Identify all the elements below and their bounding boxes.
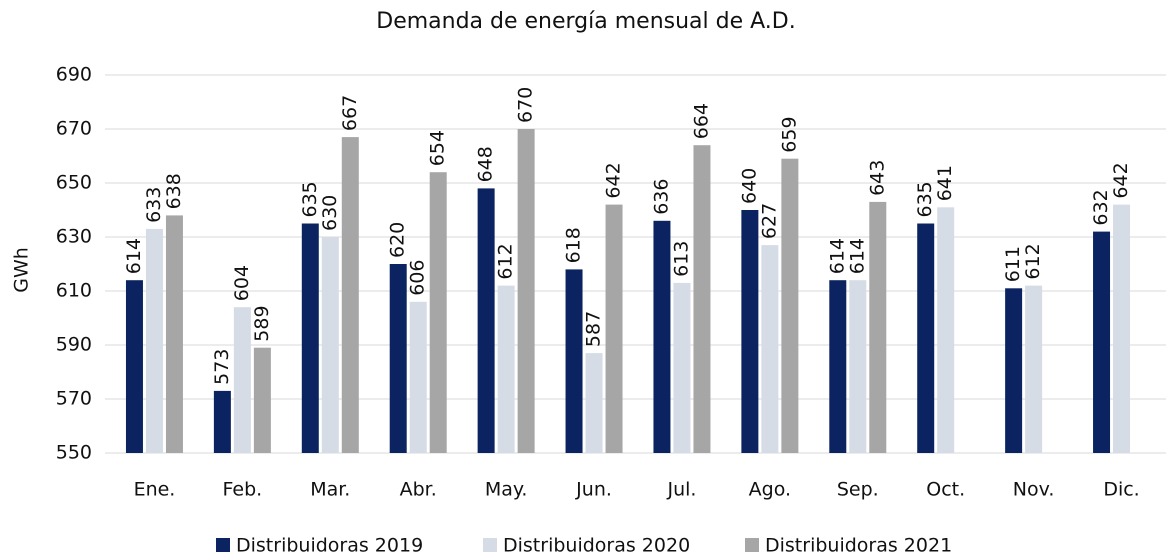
- bar: [409, 301, 427, 453]
- y-tick-label: 570: [56, 388, 92, 410]
- legend-swatch: [483, 538, 497, 552]
- data-label: 611: [1002, 246, 1024, 282]
- bar: [233, 307, 251, 453]
- bar: [849, 280, 867, 453]
- y-tick-label: 650: [56, 172, 92, 194]
- bar: [497, 285, 515, 453]
- bar: [253, 347, 271, 453]
- data-label: 632: [1090, 189, 1112, 225]
- data-label: 641: [934, 165, 956, 201]
- data-label: 664: [690, 103, 712, 139]
- x-tick-label: Ago.: [749, 479, 791, 501]
- data-label: 635: [299, 181, 321, 217]
- bar: [301, 223, 319, 453]
- bar: [605, 204, 623, 453]
- bar: [781, 158, 799, 453]
- data-label: 633: [143, 187, 165, 223]
- bar: [517, 129, 535, 453]
- data-label: 613: [670, 241, 692, 277]
- data-label: 642: [1110, 162, 1132, 198]
- y-tick-label: 630: [56, 226, 92, 248]
- x-tick-label: Mar.: [310, 479, 350, 501]
- bar: [321, 237, 339, 453]
- bar: [653, 220, 671, 453]
- bar: [1025, 285, 1043, 453]
- x-tick-label: Dic.: [1103, 479, 1139, 501]
- bar: [165, 215, 183, 453]
- bar: [429, 172, 447, 453]
- x-tick-label: Ene.: [134, 479, 176, 501]
- x-tick-label: Nov.: [1013, 479, 1055, 501]
- bar: [341, 137, 359, 453]
- data-label: 612: [495, 243, 517, 279]
- data-label: 659: [778, 116, 800, 152]
- bar: [125, 280, 143, 453]
- x-tick-label: Abr.: [400, 479, 437, 501]
- legend-swatch: [216, 538, 230, 552]
- y-tick-label: 670: [56, 118, 92, 140]
- bar: [869, 201, 887, 453]
- legend-label: Distribuidoras 2019: [236, 535, 423, 557]
- data-label: 636: [650, 179, 672, 215]
- bar: [213, 390, 231, 453]
- bar: [829, 280, 847, 453]
- bar: [693, 145, 711, 453]
- y-tick-label: 610: [56, 280, 92, 302]
- x-tick-label: May.: [485, 479, 528, 501]
- bar: [937, 207, 955, 453]
- data-label: 670: [515, 87, 537, 123]
- y-tick-label: 590: [56, 334, 92, 356]
- data-label: 643: [866, 160, 888, 196]
- bar: [565, 269, 583, 453]
- bar: [1005, 288, 1023, 453]
- bar: [477, 188, 495, 453]
- data-label: 654: [427, 130, 449, 166]
- bar: [389, 264, 407, 453]
- data-label: 612: [1022, 243, 1044, 279]
- data-label: 627: [758, 203, 780, 239]
- legend-label: Distribuidoras 2020: [503, 535, 690, 557]
- data-label: 614: [826, 238, 848, 274]
- bar: [761, 245, 779, 453]
- data-label: 638: [163, 173, 185, 209]
- bar: [1113, 204, 1131, 453]
- x-tick-label: Feb.: [223, 479, 263, 501]
- data-label: 648: [475, 146, 497, 182]
- data-label: 620: [387, 222, 409, 258]
- data-label: 630: [319, 195, 341, 231]
- data-label: 604: [231, 265, 253, 301]
- data-label: 635: [914, 181, 936, 217]
- x-tick-label: Sep.: [837, 479, 879, 501]
- y-tick-label: 550: [56, 442, 92, 464]
- legend-swatch: [745, 538, 759, 552]
- x-tick-label: Jul.: [666, 479, 696, 501]
- data-label: 640: [738, 168, 760, 204]
- data-label: 614: [846, 238, 868, 274]
- y-axis-label: GWh: [11, 247, 33, 293]
- data-label: 589: [251, 305, 273, 341]
- data-label: 614: [123, 238, 145, 274]
- bar: [673, 282, 691, 453]
- legend-label: Distribuidoras 2021: [765, 535, 952, 557]
- data-label: 606: [407, 260, 429, 296]
- data-label: 573: [211, 349, 233, 385]
- data-label: 587: [583, 311, 605, 347]
- y-tick-label: 690: [56, 64, 92, 86]
- bar: [741, 210, 759, 453]
- bar: [1093, 231, 1111, 453]
- bar: [145, 228, 163, 453]
- bar: [585, 353, 603, 453]
- data-label: 618: [563, 227, 585, 263]
- bar: [917, 223, 935, 453]
- x-tick-label: Jun.: [575, 479, 612, 501]
- data-label: 667: [339, 95, 361, 131]
- x-tick-label: Oct.: [926, 479, 965, 501]
- chart-title: Demanda de energía mensual de A.D.: [376, 9, 795, 34]
- data-label: 642: [603, 162, 625, 198]
